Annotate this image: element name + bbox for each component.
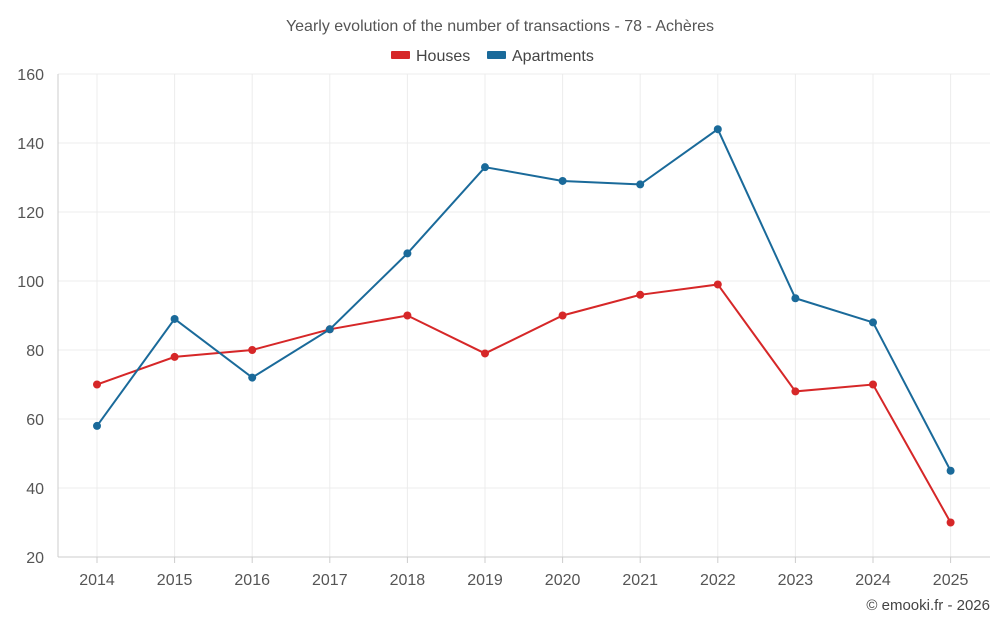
chart-title: Yearly evolution of the number of transa…: [286, 18, 714, 35]
x-tick-label-2015: 2015: [157, 572, 193, 589]
series-houses: [93, 280, 955, 527]
legend-item-houses[interactable]: Houses: [391, 48, 470, 65]
data-point-houses-2024[interactable]: [869, 380, 877, 389]
data-point-apartments-2020[interactable]: [558, 176, 567, 185]
x-tick-label-2021: 2021: [622, 572, 658, 589]
legend[interactable]: Houses Apartments: [391, 48, 594, 65]
x-tick-label-2024: 2024: [855, 572, 891, 589]
data-point-apartments-2018[interactable]: [403, 249, 412, 258]
data-point-houses-2018[interactable]: [403, 311, 412, 320]
y-tick-label-140: 140: [17, 136, 44, 153]
data-point-houses-2014[interactable]: [93, 380, 101, 389]
data-point-houses-2016[interactable]: [248, 346, 257, 354]
series-layer: [93, 125, 955, 527]
y-tick-label-40: 40: [26, 481, 44, 498]
data-point-houses-2020[interactable]: [558, 311, 567, 320]
legend-swatch-apartments: [487, 51, 506, 59]
data-point-houses-2025[interactable]: [946, 518, 955, 527]
data-point-apartments-2016[interactable]: [248, 373, 257, 382]
data-point-houses-2023[interactable]: [791, 387, 800, 396]
x-tick-label-2014: 2014: [79, 572, 115, 589]
credit-text: © emooki.fr - 2026: [866, 597, 990, 614]
data-point-apartments-2019[interactable]: [481, 163, 489, 172]
legend-label-houses: Houses: [416, 48, 470, 65]
series-apartments: [93, 125, 955, 475]
legend-item-apartments[interactable]: Apartments: [487, 48, 594, 65]
y-tick-label-160: 160: [17, 67, 44, 84]
y-tick-label-20: 20: [26, 550, 44, 567]
series-line-houses: [96, 283, 952, 523]
legend-swatch-houses: [391, 51, 410, 59]
data-point-apartments-2015[interactable]: [170, 314, 179, 323]
x-tick-label-2023: 2023: [778, 572, 814, 589]
data-point-apartments-2021[interactable]: [636, 180, 645, 189]
x-tick-label-2020: 2020: [545, 572, 581, 589]
data-point-apartments-2017[interactable]: [325, 325, 334, 334]
x-tick-label-2017: 2017: [312, 572, 348, 589]
y-tick-label-60: 60: [26, 412, 44, 429]
data-point-apartments-2022[interactable]: [713, 125, 722, 134]
y-tick-label-80: 80: [26, 343, 44, 360]
data-point-apartments-2025[interactable]: [946, 466, 955, 475]
data-point-houses-2021[interactable]: [636, 290, 645, 299]
data-point-apartments-2024[interactable]: [869, 318, 877, 327]
data-point-apartments-2014[interactable]: [93, 421, 101, 430]
y-tick-label-100: 100: [17, 274, 44, 291]
x-tick-label-2016: 2016: [234, 572, 270, 589]
y-tick-label-120: 120: [17, 205, 44, 222]
series-line-apartments: [96, 127, 952, 472]
x-tick-label-2022: 2022: [700, 572, 736, 589]
x-tick-label-2019: 2019: [467, 572, 503, 589]
x-tick-label-2018: 2018: [390, 572, 426, 589]
data-point-houses-2022[interactable]: [713, 280, 722, 289]
data-point-houses-2019[interactable]: [481, 349, 489, 358]
data-point-houses-2015[interactable]: [170, 352, 179, 361]
x-tick-label-2025: 2025: [933, 572, 969, 589]
data-point-apartments-2023[interactable]: [791, 294, 800, 303]
legend-label-apartments: Apartments: [512, 48, 594, 65]
axes: 20 40 60 80 100 120 140 160 2014 2015 2016 2017 2018…: [17, 67, 990, 589]
